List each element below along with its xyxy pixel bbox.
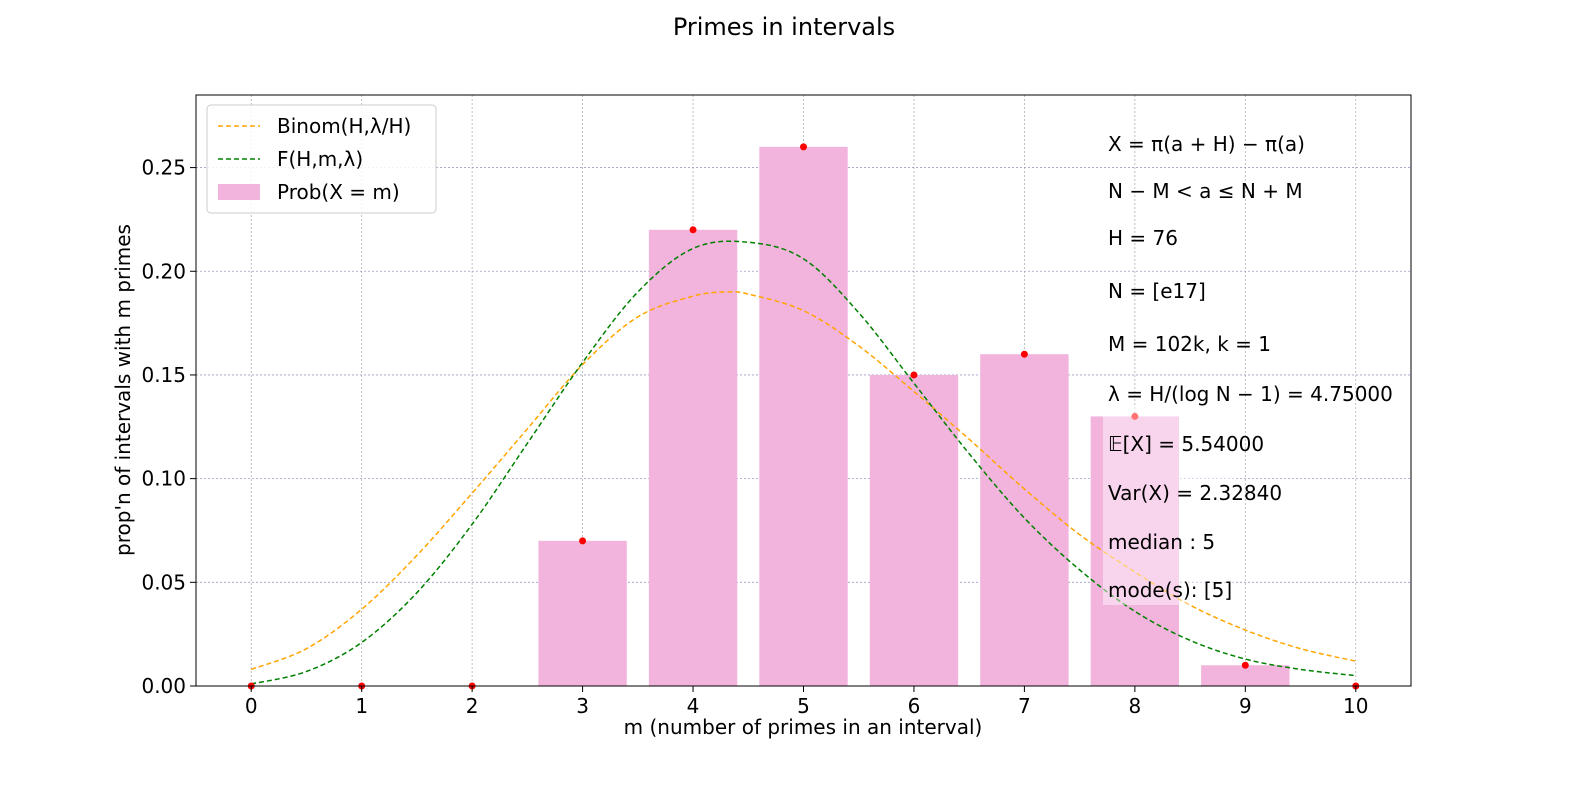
y-tick-label-5: 0.25 — [141, 156, 186, 180]
data-point-9 — [1241, 661, 1249, 669]
data-point-4 — [689, 226, 697, 234]
x-tick-label-2: 2 — [466, 694, 479, 718]
x-tick-label-7: 7 — [1018, 694, 1031, 718]
legend-label-1: F(H,m,λ) — [277, 147, 363, 171]
curves — [250, 240, 1356, 685]
data-point-6 — [910, 371, 918, 379]
data-point-5 — [800, 143, 807, 151]
x-tick-label-6: 6 — [908, 694, 921, 718]
annotation-line-3: N = [e17] — [1108, 279, 1206, 303]
bar-8 — [1090, 416, 1180, 686]
annotation-line-5: λ = H/(log N − 1) = 4.75000 — [1108, 382, 1393, 406]
legend: Binom(H,λ/H) F(H,m,λ) Prob(X = m) — [206, 104, 437, 214]
annotation-line-1: N − M < a ≤ N + M — [1108, 179, 1303, 203]
y-tick-label-0: 0.00 — [141, 674, 186, 698]
legend-label-0: Binom(H,λ/H) — [277, 114, 411, 138]
y-axis-label: prop'n of intervals with m primes — [111, 224, 135, 556]
annotation-backdrop — [1103, 405, 1235, 605]
x-tick-label-0: 0 — [245, 694, 258, 718]
y-tick-label-1: 0.05 — [141, 570, 186, 594]
annotation-line-2: H = 76 — [1108, 226, 1178, 250]
annotation-line-9: mode(s): [5] — [1108, 578, 1232, 602]
annotation-line-6: 𝔼[X] = 5.54000 — [1108, 432, 1264, 456]
bar-4 — [648, 229, 738, 686]
annotation-line-8: median : 5 — [1108, 530, 1215, 554]
bar-7 — [980, 354, 1069, 686]
annotations: X = π(a + H) − π(a) N − M < a ≤ N + M H = … — [1103, 132, 1393, 605]
data-point-8 — [1131, 412, 1139, 420]
y-tick-label-3: 0.15 — [141, 363, 186, 387]
bar-6 — [869, 374, 959, 686]
x-ticks: 0 1 2 3 4 5 6 7 8 9 10 — [245, 686, 1368, 718]
x-tick-label-10: 10 — [1343, 694, 1368, 718]
x-tick-label-8: 8 — [1128, 694, 1141, 718]
points — [247, 143, 1360, 690]
y-tick-label-4: 0.20 — [141, 259, 186, 283]
f-curve — [251, 240, 1356, 685]
annotation-line-0: X = π(a + H) − π(a) — [1108, 132, 1305, 156]
y-tick-label-2: 0.10 — [141, 467, 186, 491]
x-axis-label: m (number of primes in an interval) — [624, 715, 983, 739]
bar-9 — [1201, 665, 1290, 686]
x-tick-label-9: 9 — [1239, 694, 1252, 718]
bar-3 — [538, 540, 627, 686]
chart-title: Primes in intervals — [673, 13, 895, 41]
x-tick-label-3: 3 — [576, 694, 589, 718]
binom-curve — [250, 290, 1356, 671]
y-ticks: 0.00 0.05 0.10 0.15 0.20 0.25 — [141, 156, 196, 698]
x-tick-label-5: 5 — [797, 694, 810, 718]
annotation-line-7: Var(X) = 2.32840 — [1108, 481, 1282, 505]
legend-box — [206, 104, 437, 214]
x-tick-label-4: 4 — [687, 694, 700, 718]
bar-5 — [759, 146, 848, 686]
legend-swatch-2 — [218, 184, 260, 200]
data-point-3 — [579, 537, 587, 545]
legend-label-2: Prob(X = m) — [277, 180, 400, 204]
data-point-7 — [1020, 350, 1028, 358]
bars — [538, 146, 1290, 686]
annotation-line-4: M = 102k, k = 1 — [1108, 332, 1271, 356]
x-tick-label-1: 1 — [355, 694, 368, 718]
